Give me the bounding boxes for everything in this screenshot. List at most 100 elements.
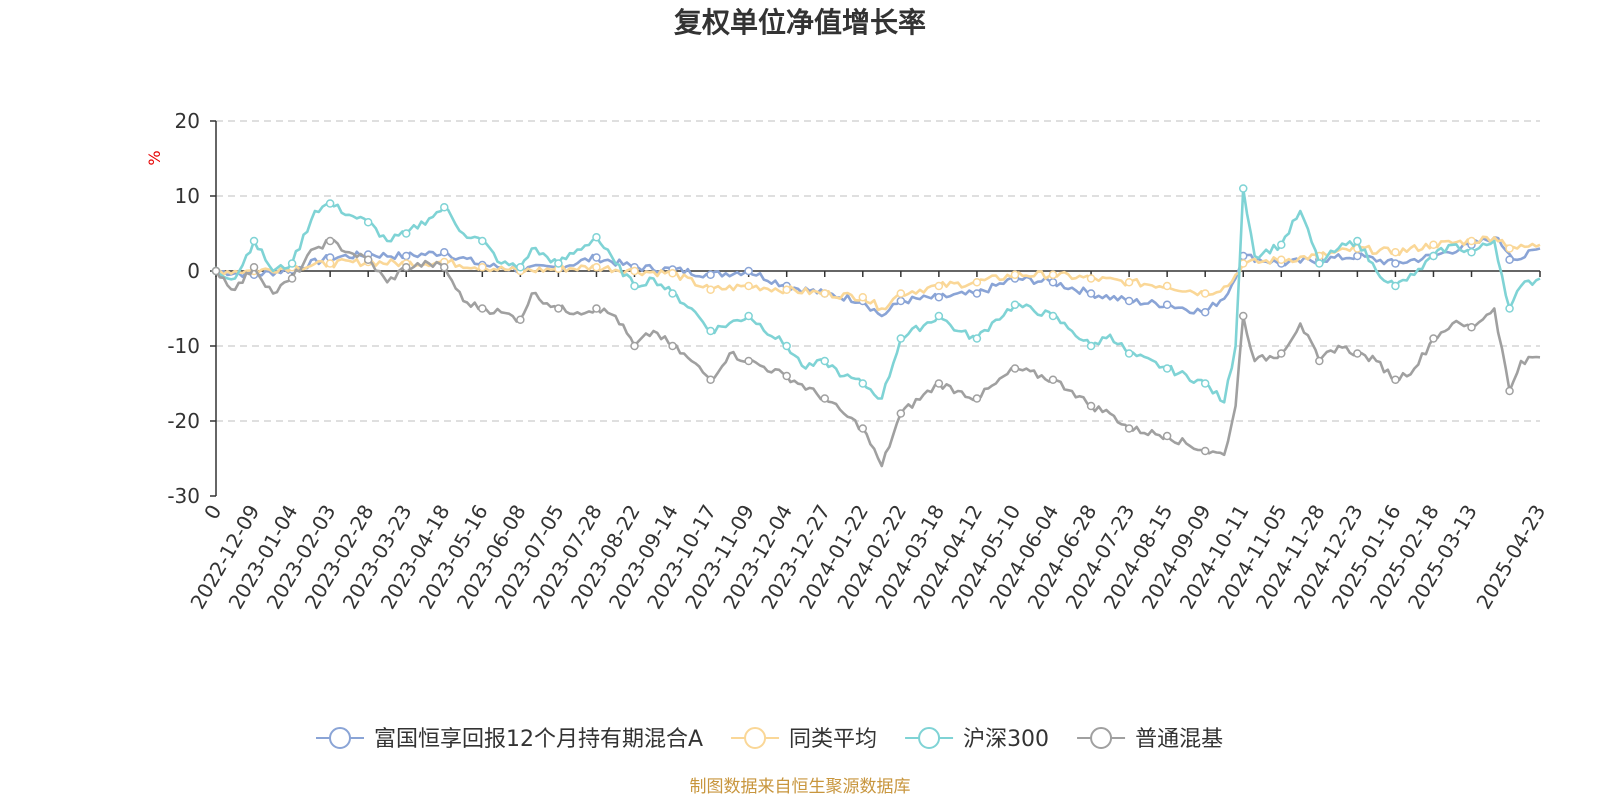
series-line (214, 238, 1541, 468)
series-point (1200, 289, 1210, 298)
series-point (249, 263, 259, 272)
x-tick-labels: 02022-12-092023-01-042023-02-032023-02-2… (185, 501, 1550, 614)
series-point (934, 379, 944, 388)
legend-marker (744, 727, 767, 749)
series-point (1505, 244, 1514, 253)
series-point (1124, 424, 1134, 433)
series-point (1391, 375, 1400, 384)
series-point (858, 424, 868, 433)
series-point (668, 341, 677, 351)
series-point (972, 289, 982, 298)
series-point (1010, 270, 1020, 279)
series-point (1162, 300, 1172, 309)
series-point (1124, 278, 1134, 287)
series-point (1048, 270, 1058, 279)
series-point (1124, 296, 1134, 306)
series-point (440, 203, 449, 212)
y-tick-labels: 20 10 0 -10 -20 -30 (167, 109, 216, 508)
legend-item[interactable]: 普通混基 (1077, 727, 1223, 752)
y-tick-label: 0 (187, 259, 200, 283)
series-point (249, 236, 259, 246)
series-point (934, 311, 944, 321)
series-point (1315, 356, 1324, 366)
series-point (934, 281, 944, 291)
legend-label: 富国恒享回报12个月持有期混合A (374, 727, 703, 752)
series-point (782, 341, 791, 351)
source-note: 制图数据来自恒生聚源数据库 (690, 777, 911, 797)
series-point (1429, 251, 1438, 261)
series-point (1200, 379, 1210, 388)
series-point (1467, 236, 1476, 246)
series-point (1353, 349, 1362, 358)
series-point (896, 334, 906, 343)
series-point (1162, 364, 1172, 373)
series-point (478, 236, 487, 246)
series-point (630, 341, 639, 351)
series-point (1391, 259, 1400, 268)
legend-item[interactable]: 富国恒享回报12个月持有期混合A (316, 727, 703, 752)
series-point (554, 259, 563, 268)
series-point (1200, 308, 1210, 317)
series-point (363, 255, 373, 264)
series-point (972, 394, 982, 403)
series-point (706, 285, 715, 294)
series-point (934, 293, 944, 302)
series-point (706, 326, 715, 336)
series-point (325, 236, 335, 246)
series-point (1238, 311, 1248, 321)
series-point (401, 263, 411, 272)
series-point (1048, 278, 1058, 287)
legend-label: 沪深300 (963, 727, 1049, 752)
series-point (972, 334, 982, 343)
series-point (858, 293, 868, 302)
series-point (1277, 349, 1286, 358)
legend[interactable]: 富国恒享回报12个月持有期混合A 同类平均 沪深300 普通混基 (316, 727, 1223, 752)
y-tick-label: -10 (167, 334, 200, 358)
series-point (1238, 184, 1248, 193)
y-tick-label: 10 (175, 184, 200, 208)
series-point (896, 296, 906, 306)
series-point (782, 285, 791, 294)
series-point (211, 266, 221, 276)
series-point (478, 263, 487, 272)
series-point (401, 251, 411, 261)
series-point (592, 233, 601, 242)
series-point (1429, 334, 1438, 343)
series-line (215, 235, 1541, 312)
series-point (1048, 311, 1058, 321)
series-point (744, 356, 753, 366)
legend-label: 同类平均 (789, 727, 877, 752)
series-point (858, 379, 868, 388)
grid-lines (216, 120, 1540, 422)
legend-label: 普通混基 (1135, 727, 1223, 752)
series-point (896, 409, 906, 418)
series-point (478, 304, 487, 313)
series-line (215, 187, 1541, 404)
series-point (972, 278, 982, 287)
series-point (1200, 446, 1210, 456)
series-point (325, 259, 335, 268)
y-tick-label: -30 (167, 484, 200, 508)
series-point (820, 356, 829, 366)
series-point (592, 253, 601, 262)
series-point (1162, 281, 1172, 291)
series-point (287, 259, 297, 268)
series-point (744, 266, 753, 276)
legend-item[interactable]: 沪深300 (905, 727, 1049, 752)
legend-marker (329, 727, 351, 749)
series-point (1086, 401, 1096, 411)
series-point (325, 199, 335, 208)
legend-marker (1090, 727, 1113, 749)
y-tick-label: -20 (167, 409, 200, 433)
series-point (820, 394, 829, 403)
series-lines (211, 184, 1541, 468)
legend-marker (918, 727, 941, 749)
series-point (630, 281, 639, 291)
series-point (1505, 386, 1514, 396)
x-tick-label: 2025-04-23 (1471, 501, 1550, 614)
series-point (1391, 281, 1400, 291)
series-point (1010, 364, 1020, 373)
series-point (1505, 304, 1514, 313)
legend-item[interactable]: 同类平均 (731, 727, 877, 752)
series-point (1277, 255, 1286, 264)
